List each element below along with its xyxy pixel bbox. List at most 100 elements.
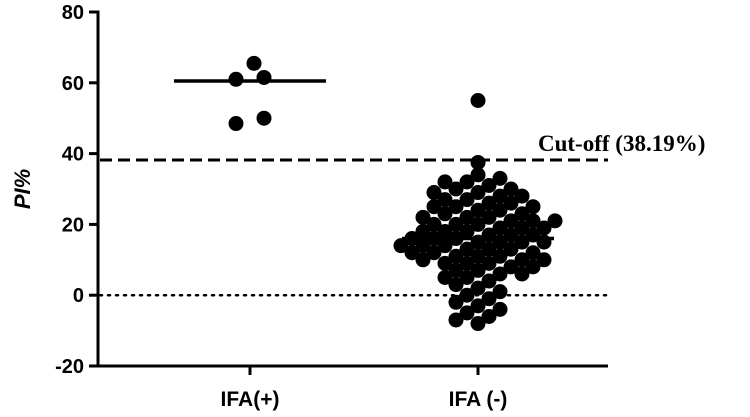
data-point <box>492 266 508 282</box>
data-point <box>228 71 244 87</box>
data-point <box>459 174 475 190</box>
data-point <box>459 305 475 321</box>
data-point <box>481 291 497 307</box>
data-point <box>256 110 272 126</box>
data-points <box>228 55 563 332</box>
data-point <box>459 241 475 257</box>
data-point <box>492 248 508 264</box>
data-point <box>448 248 464 264</box>
data-point <box>437 223 453 239</box>
median-lines <box>174 79 554 241</box>
data-point <box>459 287 475 303</box>
data-point <box>503 259 519 275</box>
data-point <box>246 55 262 71</box>
y-tick-label: 80 <box>62 2 84 24</box>
data-point <box>470 202 486 218</box>
data-point <box>525 213 541 229</box>
axes <box>96 10 608 368</box>
data-point <box>437 206 453 222</box>
data-point <box>415 252 431 268</box>
data-point <box>426 245 442 261</box>
data-point <box>470 167 486 183</box>
data-point <box>492 301 508 317</box>
y-ticks: -20 0 20 40 60 80 <box>55 2 98 378</box>
data-point <box>426 199 442 215</box>
data-point <box>503 195 519 211</box>
y-tick-label: 60 <box>62 73 84 95</box>
data-point <box>525 259 541 275</box>
data-point <box>470 93 486 108</box>
data-point <box>481 195 497 211</box>
data-point <box>492 284 508 300</box>
data-point <box>448 312 464 328</box>
data-point <box>448 262 464 278</box>
data-point <box>448 181 464 197</box>
data-point <box>481 241 497 257</box>
y-tick-label: 40 <box>62 144 84 166</box>
data-point <box>503 213 519 229</box>
data-point <box>470 262 486 278</box>
data-point <box>514 206 530 222</box>
data-point <box>492 188 508 204</box>
y-tick-label: -20 <box>55 356 84 378</box>
cutoff-annotation: Cut-off (38.19%) <box>538 131 705 156</box>
data-point <box>492 170 508 186</box>
data-point <box>426 216 442 232</box>
data-point <box>437 255 453 271</box>
data-point <box>525 245 541 261</box>
data-point <box>415 238 431 254</box>
data-point <box>459 209 475 225</box>
data-point <box>437 270 453 285</box>
data-point <box>459 255 475 271</box>
data-point <box>448 294 464 310</box>
data-point <box>481 308 497 324</box>
x-tick-label: IFA (-) <box>449 388 508 411</box>
data-point <box>470 298 486 314</box>
data-point <box>481 273 497 289</box>
x-ticks: IFA(+) IFA (-) <box>221 366 508 411</box>
data-point <box>448 199 464 215</box>
data-point <box>514 188 530 204</box>
data-point <box>514 266 530 282</box>
data-point <box>459 270 475 285</box>
data-point <box>470 216 486 232</box>
data-point <box>514 252 530 268</box>
data-point <box>470 185 486 201</box>
data-point <box>470 316 486 332</box>
data-point <box>470 154 486 170</box>
data-point <box>525 199 541 215</box>
data-point <box>470 248 486 264</box>
y-tick-label: 0 <box>73 285 84 307</box>
data-point <box>492 220 508 236</box>
data-point <box>448 216 464 232</box>
y-axis-title: PI% <box>10 169 35 209</box>
data-point <box>503 181 519 197</box>
data-point <box>503 241 519 257</box>
data-point <box>470 280 486 296</box>
data-point <box>393 238 409 254</box>
data-point <box>415 209 431 225</box>
data-point <box>437 192 453 208</box>
data-point <box>437 238 453 254</box>
data-point <box>426 185 442 201</box>
data-point <box>228 116 244 132</box>
data-point <box>437 174 453 190</box>
data-point <box>481 177 497 193</box>
data-point <box>536 252 552 268</box>
data-point <box>547 213 563 229</box>
data-point <box>459 223 475 239</box>
data-point <box>459 192 475 208</box>
data-point <box>415 223 431 239</box>
data-point <box>481 209 497 225</box>
data-point <box>514 220 530 236</box>
y-tick-label: 20 <box>62 214 84 236</box>
data-point <box>492 202 508 218</box>
data-point <box>536 220 552 236</box>
data-point <box>404 245 420 261</box>
x-tick-label: IFA(+) <box>221 388 280 411</box>
reference-lines <box>98 158 610 297</box>
data-point <box>448 277 464 293</box>
data-point <box>481 255 497 271</box>
